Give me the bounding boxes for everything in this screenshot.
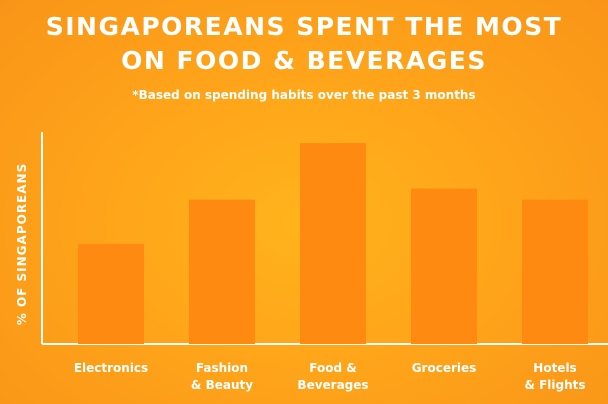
x-tick-label: Hotels & Flights [524,361,585,392]
x-tick-label: Electronics [74,361,148,375]
bar-food-beverages [300,143,366,344]
chart-title-line-1: SINGAPOREANS SPENT THE MOST [45,12,563,41]
chart-title-line-2: ON FOOD & BEVERAGES [121,46,487,75]
x-tick-label: Groceries [412,361,477,375]
bar-electronics [78,244,144,344]
x-tick-label: Food & Beverages [297,361,368,392]
chart-title: SINGAPOREANS SPENT THE MOST ON FOOD & BE… [0,10,608,78]
bar-groceries [411,188,477,344]
chart-subtitle: *Based on spending habits over the past … [132,88,476,102]
bars-group [78,143,588,344]
bar-fashion-beauty [189,199,255,344]
bar-hotels-flights [522,199,588,344]
x-tick-label: Fashion & Beauty [191,361,253,392]
x-tick-labels: Electronics Fashion & Beauty Food & Beverage… [74,361,586,392]
